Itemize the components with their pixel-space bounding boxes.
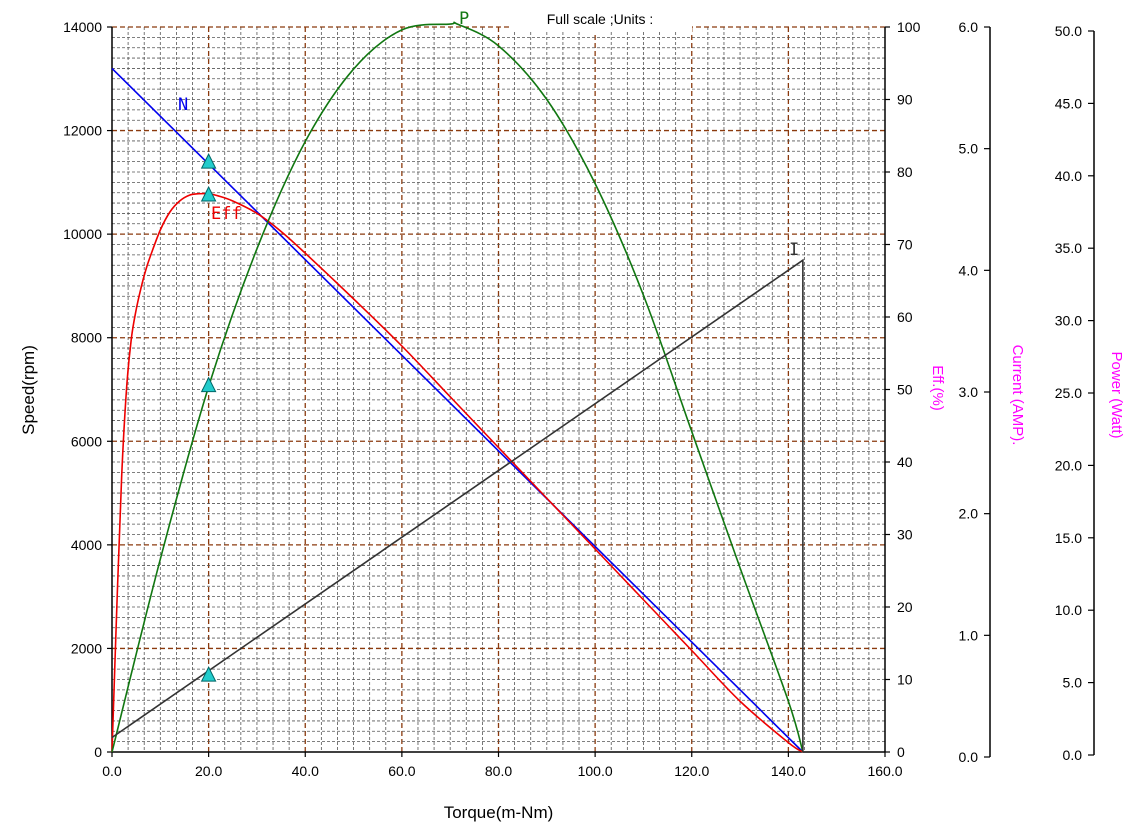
eff-tick-label: 70 [897, 237, 913, 253]
eff-tick-label: 90 [897, 92, 913, 108]
operating-point-marker-current [200, 666, 217, 682]
x-tick-label: 80.0 [485, 763, 512, 779]
power-tick-label: 20.0 [1055, 457, 1082, 473]
operating-point-marker-speed [200, 153, 217, 169]
speed-tick-label: 14000 [63, 19, 102, 35]
power-tick-label: 15.0 [1055, 530, 1082, 546]
eff-tick-label: 0 [897, 744, 905, 760]
series-p-line [111, 21, 804, 753]
operating-point-marker-eff [200, 185, 217, 202]
x-tick-label: 140.0 [771, 763, 806, 779]
series-n-label: N [178, 95, 188, 115]
eff-tick-label: 60 [897, 309, 913, 325]
speed-tick-label: 6000 [71, 433, 102, 449]
chart-markers [200, 153, 217, 682]
series-i-label: I [789, 240, 799, 260]
power-tick-label: 5.0 [1063, 675, 1083, 691]
eff-tick-label: 20 [897, 599, 913, 615]
operating-point-marker-power [200, 376, 217, 393]
x-tick-label: 100.0 [578, 763, 613, 779]
series-eff-line [111, 192, 804, 753]
current-tick-label: 5.0 [959, 141, 979, 157]
power-tick-label: 40.0 [1055, 168, 1082, 184]
eff-tick-label: 40 [897, 454, 913, 470]
series-n-line [111, 67, 804, 753]
power-axis-title: Power (Watt) [1108, 352, 1125, 439]
eff-tick-label: 80 [897, 164, 913, 180]
title-background [512, 8, 692, 32]
power-tick-label: 45.0 [1055, 95, 1082, 111]
chart-title: Full scale ;Units : [547, 11, 654, 27]
current-tick-label: 2.0 [959, 506, 979, 522]
x-tick-label: 0.0 [102, 763, 122, 779]
series-p-label: P [459, 9, 469, 29]
power-tick-label: 0.0 [1063, 747, 1083, 763]
speed-tick-label: 8000 [71, 330, 102, 346]
eff-tick-label: 100 [897, 19, 921, 35]
current-tick-label: 3.0 [959, 384, 979, 400]
speed-tick-label: 0 [94, 744, 102, 760]
current-tick-label: 0.0 [959, 749, 979, 765]
eff-axis-title: Eff.(%) [929, 365, 946, 411]
x-tick-label: 20.0 [195, 763, 222, 779]
power-tick-label: 50.0 [1055, 23, 1082, 39]
power-tick-label: 25.0 [1055, 385, 1082, 401]
x-tick-label: 60.0 [388, 763, 415, 779]
current-tick-label: 4.0 [959, 262, 979, 278]
current-tick-label: 6.0 [959, 19, 979, 35]
series-eff-label: Eff [211, 204, 242, 224]
speed-tick-label: 12000 [63, 123, 102, 139]
speed-tick-label: 10000 [63, 226, 102, 242]
power-tick-label: 30.0 [1055, 313, 1082, 329]
speed-tick-label: 2000 [71, 640, 102, 656]
chart-series [111, 21, 804, 753]
x-tick-label: 120.0 [674, 763, 709, 779]
chart-axes: 0.0 20.0 40.0 60.0 80.0 100.0 120.0 140.0 160.00… [63, 19, 1095, 779]
power-tick-label: 10.0 [1055, 602, 1082, 618]
speed-tick-label: 4000 [71, 537, 102, 553]
series-i-line [111, 258, 804, 752]
eff-tick-label: 30 [897, 527, 913, 543]
x-tick-label: 160.0 [867, 763, 902, 779]
chart-grid [112, 26, 885, 752]
x-axis-title: Torque(m-Nm) [444, 803, 554, 822]
current-tick-label: 1.0 [959, 627, 979, 643]
power-tick-label: 35.0 [1055, 240, 1082, 256]
chart-labels: Torque(m-Nm) Speed(rpm) Eff.(%) Current (AM… [19, 9, 1125, 822]
current-axis-title: Current (AMP). [1009, 345, 1026, 446]
eff-tick-label: 50 [897, 382, 913, 398]
speed-axis-title: Speed(rpm) [19, 345, 38, 435]
x-tick-label: 40.0 [292, 763, 319, 779]
eff-tick-label: 10 [897, 672, 913, 688]
